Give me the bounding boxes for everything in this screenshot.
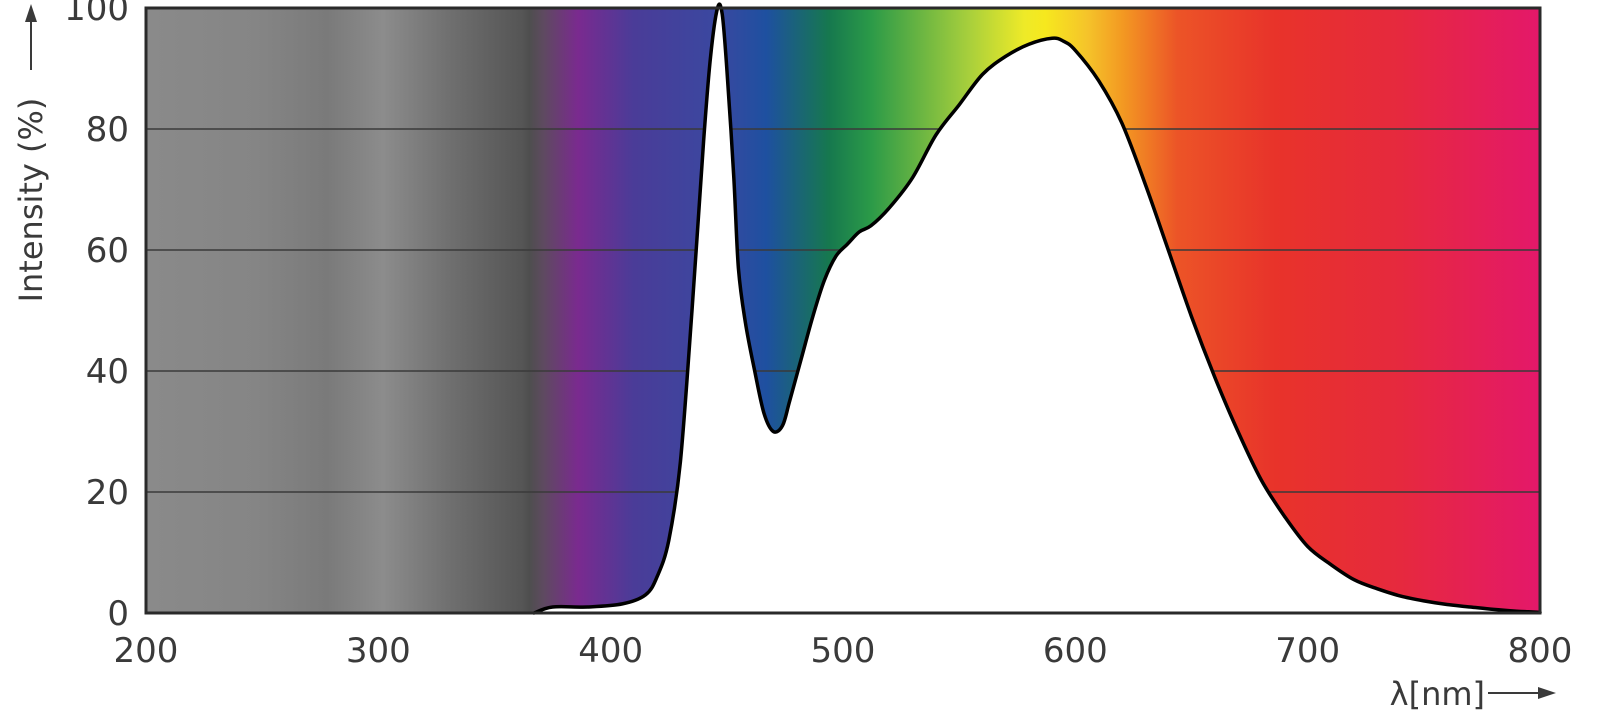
spectrum-line xyxy=(532,2,1542,615)
x-tick-label: 700 xyxy=(1275,631,1340,671)
y-tick-label: 40 xyxy=(86,352,129,392)
plot-frame xyxy=(144,6,1542,615)
x-tick-labels: 200 300 400 500 600 700 800 xyxy=(114,631,1573,671)
y-axis-arrow-head xyxy=(25,4,37,22)
x-tick-label: 800 xyxy=(1508,631,1573,671)
x-axis-title: λ[nm] xyxy=(1390,675,1485,713)
y-tick-label: 20 xyxy=(86,473,129,513)
x-tick-label: 300 xyxy=(346,631,411,671)
x-tick-label: 600 xyxy=(1043,631,1108,671)
y-tick-label: 80 xyxy=(86,110,129,150)
y-tick-label: 60 xyxy=(86,231,129,271)
x-axis-arrow-head xyxy=(1538,687,1556,699)
y-tick-label: 0 xyxy=(107,594,129,634)
x-tick-label: 400 xyxy=(578,631,643,671)
y-tick-labels: 0 20 40 60 80 100 xyxy=(64,0,129,634)
x-tick-label: 500 xyxy=(811,631,876,671)
x-tick-label: 200 xyxy=(114,631,179,671)
y-axis-title: Intensity (%) xyxy=(12,98,50,303)
y-tick-label: 100 xyxy=(64,0,129,29)
spectrum-area xyxy=(534,4,1540,613)
spectrum-series xyxy=(532,2,1542,615)
